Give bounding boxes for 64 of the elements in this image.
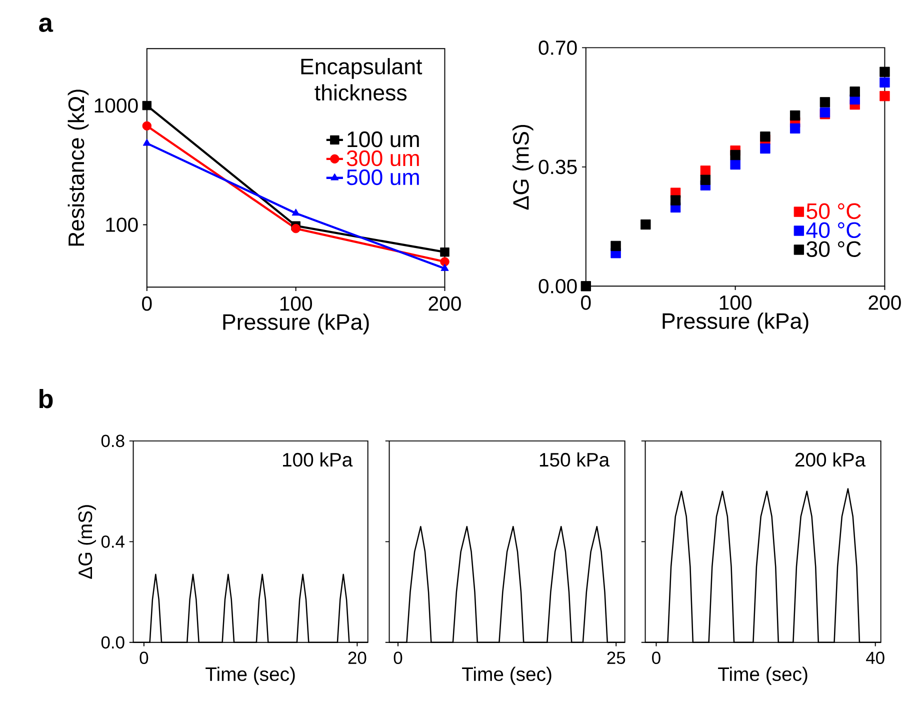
y-tick-label: 0.00 — [538, 279, 577, 294]
point — [820, 97, 830, 108]
legend-title: Encapsulant thickness — [301, 58, 422, 101]
y-axis-title: ΔG (mS) — [512, 125, 534, 210]
x-tick-label: 100 — [280, 296, 312, 311]
x-tick-label: 20 — [348, 652, 366, 664]
x-tick-label: 100 — [720, 296, 752, 310]
x-tick-label: 40 — [866, 652, 884, 664]
legend-label: 30 °C — [806, 241, 861, 258]
point — [610, 241, 621, 252]
y-tick-label: 0.0 — [101, 636, 124, 649]
legend-label: 500 um — [346, 170, 419, 186]
point — [790, 110, 800, 121]
point — [440, 264, 449, 272]
point — [670, 195, 681, 206]
text: b — [40, 389, 53, 408]
x-tick-label: 0 — [394, 652, 402, 664]
text: a — [39, 18, 54, 32]
x-axis-title: Time (sec) — [206, 666, 295, 686]
point — [291, 224, 300, 234]
x-tick-label: 25 — [607, 652, 626, 664]
y-tick-label: 0.35 — [538, 160, 577, 174]
annotation: 100 kPa — [283, 452, 353, 467]
legend-label: 50 °C — [806, 203, 861, 220]
y-tick-label: 100 — [106, 218, 138, 232]
x-axis-title: Time (sec) — [718, 666, 808, 686]
point — [580, 281, 591, 292]
legend-label: 300 um — [346, 150, 419, 166]
y-axis-title: Resistance (kΩ) — [68, 90, 89, 246]
point — [760, 144, 770, 154]
point — [142, 121, 152, 131]
point — [142, 138, 151, 146]
x-tick-label: 0 — [142, 296, 152, 311]
annotation: 200 kPa — [795, 452, 866, 467]
legend-label: 100 um — [348, 132, 419, 148]
point — [730, 150, 740, 160]
point — [880, 66, 890, 78]
point — [760, 132, 770, 142]
x-tick-label: 0 — [652, 652, 660, 664]
x-axis-title: Pressure (kPa) — [223, 314, 369, 335]
y-tick-label: 0.8 — [101, 434, 124, 448]
annotation: 150 kPa — [540, 452, 610, 467]
point — [142, 101, 152, 110]
x-tick-label: 0 — [140, 652, 148, 664]
x-tick-label: 200 — [868, 296, 901, 310]
point — [440, 257, 450, 267]
x-axis-title: Time (sec) — [462, 666, 552, 686]
x-tick-label: 0 — [581, 296, 591, 310]
y-tick-label: 0.4 — [101, 536, 124, 548]
point — [700, 174, 711, 186]
point — [440, 248, 450, 257]
point — [880, 91, 890, 102]
y-tick-label: 1000 — [94, 98, 138, 113]
point — [730, 160, 740, 170]
point — [880, 78, 890, 88]
legend-label: 40 °C — [806, 222, 861, 238]
point — [850, 86, 860, 97]
y-tick-label: 0.70 — [538, 40, 577, 56]
y-axis-title: ΔG (mS) — [78, 505, 96, 580]
point — [640, 220, 651, 230]
x-tick-label: 200 — [428, 296, 461, 311]
x-axis-title: Pressure (kPa) — [662, 312, 808, 334]
point — [292, 208, 300, 216]
point — [790, 124, 800, 134]
